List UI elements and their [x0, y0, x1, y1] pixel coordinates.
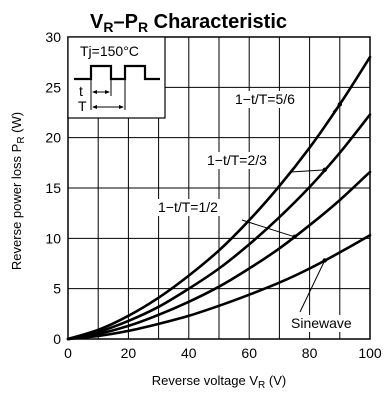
inset-t-label: t — [79, 83, 83, 99]
series-line-3 — [66, 170, 372, 341]
series-line-1 — [66, 55, 372, 341]
x-tick-label: 20 — [121, 345, 137, 361]
annotation-arrow-tip — [322, 167, 327, 173]
annotation-label: 1−t/T=1/2 — [158, 199, 218, 215]
inset-T-arrow-r — [119, 105, 124, 109]
series-line-2 — [66, 113, 372, 341]
inset-t-arrow-r — [105, 90, 110, 94]
annotation-bg — [205, 152, 278, 169]
x-tick-label: 80 — [302, 345, 318, 361]
inset-waveform: Tj=150°C t T — [67, 36, 166, 119]
annotation-arrow-tip — [292, 234, 297, 240]
x-tick-label: 40 — [181, 345, 197, 361]
annotation-leader — [290, 169, 325, 173]
annotation-bg — [289, 315, 354, 332]
annotation-leader — [299, 260, 326, 313]
inset-box — [67, 36, 166, 119]
annotation-bg — [233, 91, 306, 108]
inset-T-label: T — [78, 98, 87, 114]
series-line-4 — [66, 234, 372, 341]
y-tick-label: 0 — [53, 331, 61, 347]
annotation-arrow-tip — [337, 102, 342, 107]
plot-frame — [67, 36, 371, 340]
annotation-bg — [156, 199, 229, 216]
series-layer — [66, 55, 372, 341]
tick-labels: 0 20 40 60 80 100 0 5 10 15 20 25 30 — [45, 29, 381, 361]
y-tick-label: 25 — [45, 79, 61, 95]
annotation-arrow-tip — [322, 258, 327, 263]
y-tick-label: 30 — [45, 29, 61, 45]
x-tick-label: 0 — [64, 345, 72, 361]
y-tick-label: 20 — [45, 130, 61, 146]
chart-title: VR–PR Characteristic — [90, 11, 287, 35]
y-tick-label: 10 — [45, 230, 61, 246]
y-axis-label: Reverse power loss PR (W) — [9, 112, 27, 270]
annotation-label: Sinewave — [291, 315, 352, 331]
x-tick-label: 100 — [358, 345, 382, 361]
x-tick-label: 60 — [241, 345, 257, 361]
annotation-layer: 1−t/T=5/6 1−t/T=2/3 1−t/T=1/2 Sinewave — [156, 91, 354, 332]
annotation-label: 1−t/T=2/3 — [207, 152, 267, 168]
x-axis-label: Reverse voltage VR (V) — [152, 373, 286, 391]
y-tick-label: 15 — [45, 180, 61, 196]
annotation-leader — [241, 219, 295, 238]
inset-t-arrow-l — [92, 90, 97, 94]
inset-pulse-train — [74, 64, 160, 81]
y-tick-label: 5 — [53, 281, 61, 297]
inset-tj-label: Tj=150°C — [80, 43, 139, 59]
annotation-label: 1−t/T=5/6 — [235, 91, 295, 107]
inset-T-arrow-l — [92, 105, 97, 109]
